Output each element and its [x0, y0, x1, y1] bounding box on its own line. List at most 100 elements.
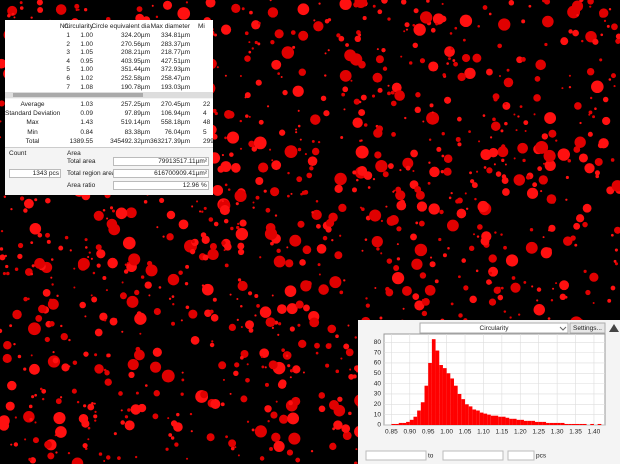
particle — [574, 102, 582, 110]
dropdown[interactable] — [419, 322, 569, 334]
particle — [23, 411, 35, 423]
particle — [248, 50, 252, 54]
particle — [73, 286, 76, 289]
total-region-area-box — [113, 169, 209, 178]
particle — [610, 73, 616, 79]
particle — [427, 181, 431, 185]
particle — [224, 136, 227, 140]
particle — [307, 156, 318, 166]
scrollbar[interactable] — [5, 92, 213, 98]
particle — [511, 276, 516, 280]
particle — [336, 33, 341, 38]
particle — [295, 128, 298, 131]
particle — [412, 293, 420, 300]
histogram-bar — [465, 404, 469, 425]
particle — [369, 209, 382, 222]
area-ratio-value: 12.96 — [182, 182, 199, 189]
particle — [148, 294, 151, 297]
particle — [115, 207, 128, 220]
particle — [513, 157, 516, 160]
particle — [277, 304, 287, 314]
particle — [498, 75, 502, 78]
particle — [185, 305, 190, 310]
particle — [480, 236, 490, 246]
particle — [547, 164, 550, 167]
particle — [450, 47, 454, 50]
table-cell: 4 — [66, 57, 70, 65]
particle — [258, 119, 264, 125]
particle — [387, 17, 391, 21]
particle — [245, 377, 250, 383]
particle — [405, 28, 409, 31]
particle — [442, 253, 447, 258]
particle — [296, 176, 303, 183]
particle — [28, 322, 41, 336]
particle — [446, 62, 449, 65]
histogram-bar — [509, 418, 513, 425]
particle — [103, 368, 107, 372]
particle — [594, 107, 597, 110]
particle — [236, 318, 239, 321]
particle — [271, 432, 281, 443]
particle — [436, 146, 442, 152]
particle — [223, 242, 232, 251]
particle — [457, 116, 462, 122]
particle — [191, 240, 195, 244]
table-cell: 403.95µm — [120, 57, 150, 65]
particle — [285, 354, 289, 358]
particle — [185, 457, 189, 460]
table-cell: 6 — [66, 75, 70, 82]
particle — [362, 16, 367, 21]
particle — [351, 187, 357, 193]
particle — [0, 328, 3, 334]
particle — [395, 186, 402, 193]
pcs-input[interactable] — [507, 450, 535, 461]
particle — [0, 136, 2, 139]
particle — [230, 226, 234, 231]
particle — [390, 100, 397, 107]
particle — [414, 300, 425, 311]
particle — [237, 278, 242, 282]
particle — [83, 404, 87, 408]
particle — [45, 232, 51, 238]
particle — [98, 452, 103, 456]
particle — [523, 281, 527, 284]
histogram-bar — [479, 412, 484, 425]
particle — [162, 235, 165, 238]
particle — [271, 326, 275, 329]
particle — [227, 188, 231, 191]
particle — [380, 252, 383, 255]
particle — [92, 271, 96, 275]
particle — [106, 455, 111, 460]
stat-cell: 5 — [203, 128, 207, 136]
particle — [441, 132, 445, 136]
particle — [87, 426, 91, 430]
histogram-bar — [538, 421, 543, 425]
particle — [84, 8, 88, 12]
particle — [608, 7, 612, 11]
particle — [94, 410, 97, 413]
histogram-bar — [531, 420, 536, 425]
particle — [339, 234, 342, 237]
histogram-bar — [398, 422, 403, 425]
settings-button[interactable] — [569, 322, 606, 334]
particle — [329, 442, 337, 451]
collapse-icon[interactable] — [609, 324, 619, 332]
particle — [375, 160, 388, 173]
particle — [2, 271, 6, 276]
range-from-input[interactable] — [365, 450, 427, 461]
particle — [167, 273, 180, 286]
particle — [224, 263, 229, 268]
particle — [462, 38, 466, 42]
particle — [435, 22, 439, 26]
particle — [610, 285, 616, 291]
particle — [156, 226, 159, 229]
particle — [297, 109, 300, 112]
histogram-bar — [391, 423, 396, 425]
histogram-bar — [549, 422, 554, 425]
range-to-input[interactable] — [442, 450, 504, 461]
scroll-thumb[interactable] — [13, 93, 143, 97]
particle — [457, 72, 466, 82]
particle — [219, 205, 230, 216]
particle — [461, 258, 467, 263]
